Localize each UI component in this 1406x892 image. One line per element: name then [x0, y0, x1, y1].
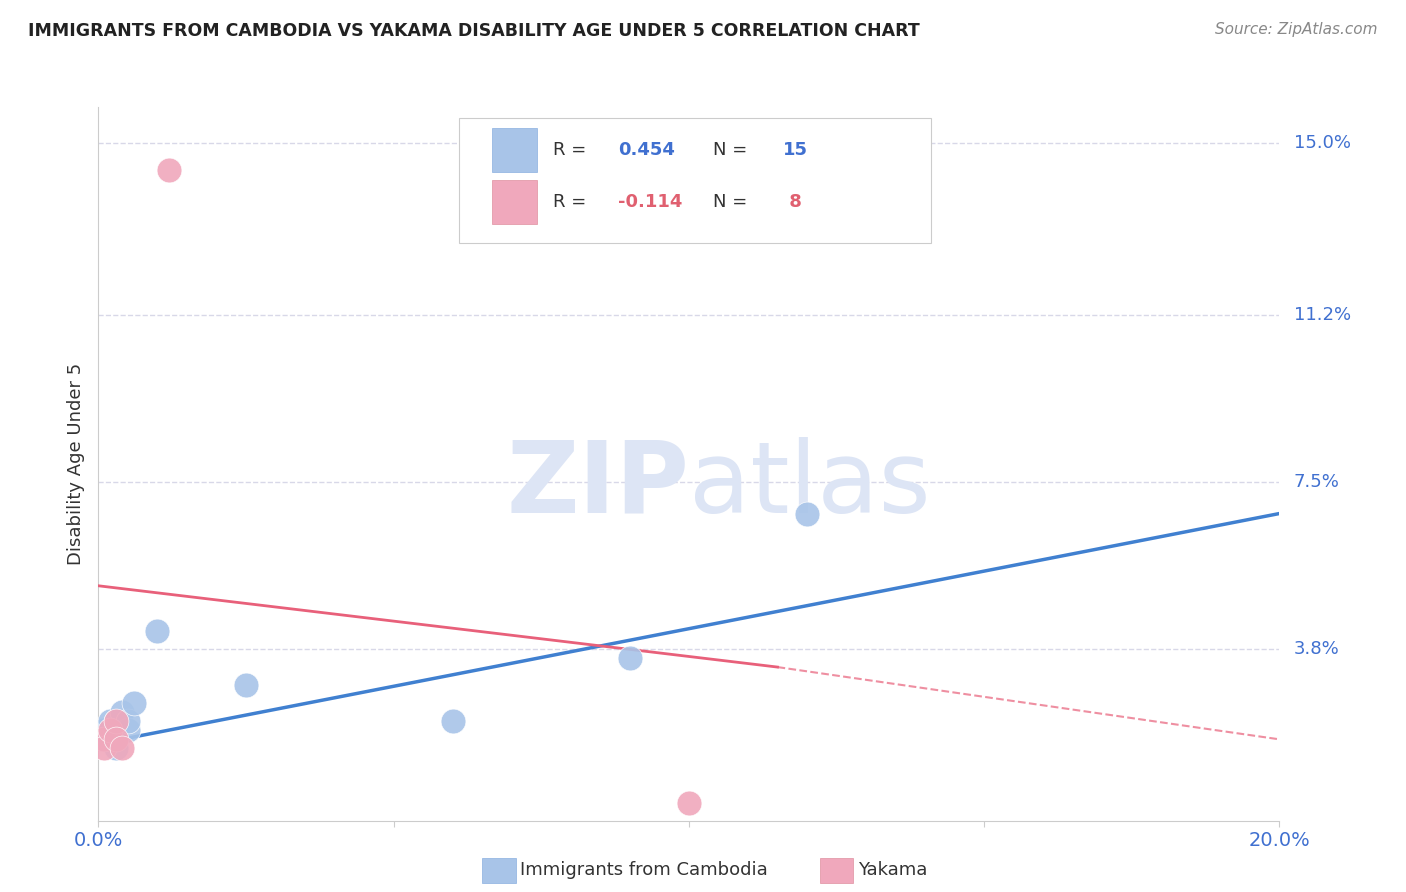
Text: 7.5%: 7.5%	[1294, 473, 1340, 491]
Text: N =: N =	[713, 141, 752, 160]
Text: N =: N =	[713, 194, 752, 211]
Point	[105, 714, 128, 729]
Point	[619, 651, 641, 665]
Point	[105, 741, 128, 756]
Point	[157, 163, 180, 178]
Point	[93, 741, 115, 756]
Point	[98, 732, 121, 747]
Bar	[492, 128, 537, 172]
Text: -0.114: -0.114	[619, 194, 682, 211]
Text: 11.2%: 11.2%	[1294, 306, 1351, 324]
Text: 8: 8	[783, 194, 803, 211]
Point	[796, 507, 818, 521]
Point	[146, 624, 169, 638]
Point	[678, 796, 700, 810]
Point	[93, 732, 115, 747]
Text: 3.8%: 3.8%	[1294, 640, 1340, 658]
Text: Yakama: Yakama	[858, 861, 927, 879]
Point	[441, 714, 464, 729]
Point	[105, 714, 128, 729]
Point	[235, 678, 257, 692]
Y-axis label: Disability Age Under 5: Disability Age Under 5	[66, 363, 84, 565]
Text: 15: 15	[783, 141, 808, 160]
Text: ZIP: ZIP	[506, 437, 689, 533]
Text: R =: R =	[553, 141, 592, 160]
Text: R =: R =	[553, 194, 592, 211]
Text: atlas: atlas	[689, 437, 931, 533]
Text: Source: ZipAtlas.com: Source: ZipAtlas.com	[1215, 22, 1378, 37]
Point	[105, 732, 128, 747]
FancyBboxPatch shape	[458, 118, 931, 243]
Point	[111, 741, 134, 756]
Point	[98, 723, 121, 738]
Point	[117, 714, 139, 729]
Text: Immigrants from Cambodia: Immigrants from Cambodia	[520, 861, 768, 879]
Point	[122, 696, 145, 710]
Bar	[492, 180, 537, 225]
Point	[117, 723, 139, 738]
Text: IMMIGRANTS FROM CAMBODIA VS YAKAMA DISABILITY AGE UNDER 5 CORRELATION CHART: IMMIGRANTS FROM CAMBODIA VS YAKAMA DISAB…	[28, 22, 920, 40]
Point	[98, 714, 121, 729]
Text: 0.454: 0.454	[619, 141, 675, 160]
Point	[93, 723, 115, 738]
Point	[111, 705, 134, 719]
Text: 15.0%: 15.0%	[1294, 134, 1351, 153]
Point	[93, 732, 115, 747]
